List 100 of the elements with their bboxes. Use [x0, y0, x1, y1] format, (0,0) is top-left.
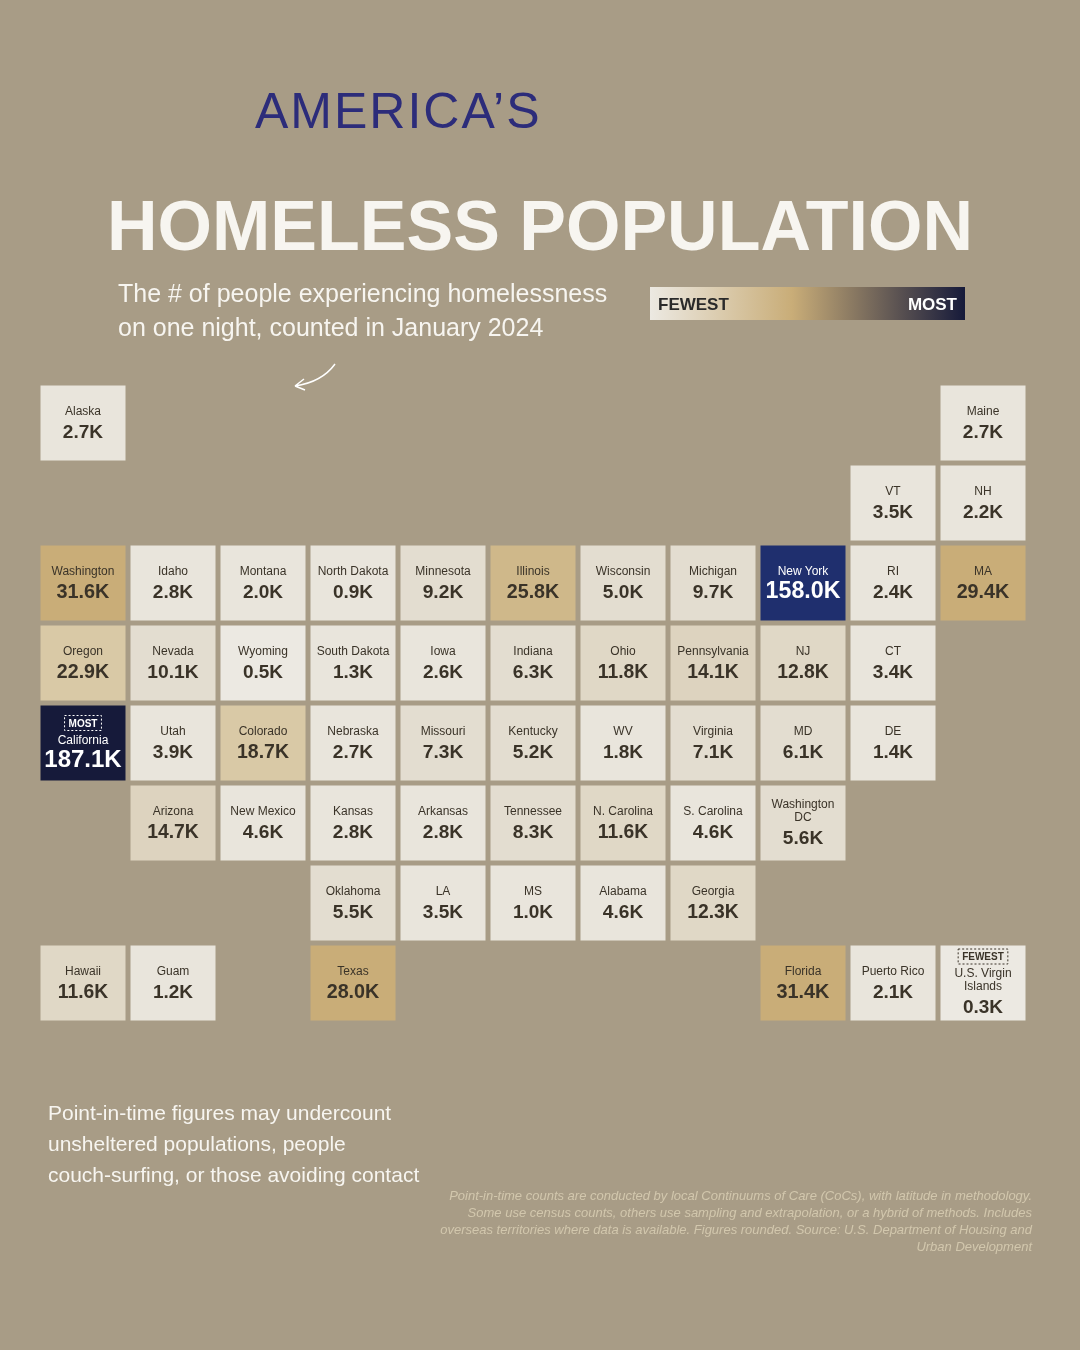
data-label: 3.5K — [422, 900, 464, 922]
data-label: 2.0K — [242, 580, 284, 602]
data-label: 2.8K — [422, 820, 464, 842]
data-label: 2.7K — [62, 420, 104, 442]
data-label: 31.6K — [56, 579, 111, 602]
data-label: 2.1K — [872, 980, 914, 1002]
category-label: Texas — [337, 963, 369, 978]
category-label: California — [57, 732, 109, 747]
text: MOST — [907, 295, 957, 314]
data-label: 4.6K — [602, 900, 644, 922]
category-label: MA — [974, 563, 992, 578]
data-label: 0.9K — [332, 580, 374, 602]
category-label: New York — [777, 563, 830, 578]
data-label: 0.5K — [242, 660, 284, 682]
category-label: CT — [885, 643, 902, 658]
category-label: Ohio — [610, 643, 636, 658]
category-label: Guam — [156, 963, 190, 978]
data-label: 6.3K — [512, 660, 554, 682]
data-label: 11.6K — [597, 820, 649, 842]
category-label: Maine — [966, 403, 1000, 418]
data-label: 5.6K — [782, 827, 824, 848]
text: FEWEST — [962, 951, 1004, 962]
category-label: Pennsylvania — [677, 643, 750, 658]
category-label: MD — [793, 723, 813, 738]
category-label: Alabama — [599, 883, 647, 898]
data-label: 8.3K — [512, 820, 554, 842]
data-label: 2.6K — [422, 660, 464, 682]
category-label: NJ — [795, 643, 811, 658]
category-label: Missouri — [420, 723, 466, 738]
category-label: Oklahoma — [325, 883, 381, 898]
data-label: 187.1K — [44, 744, 123, 772]
data-label: 11.6K — [57, 980, 109, 1002]
category-label: Utah — [160, 723, 186, 738]
category-label: Colorado — [238, 723, 288, 738]
data-label: 12.3K — [687, 900, 739, 922]
data-label: 158.0K — [765, 576, 841, 603]
data-label: 14.1K — [687, 659, 739, 682]
category-label: Oregon — [62, 643, 104, 658]
data-label: 12.8K — [777, 659, 829, 682]
data-label: 1.0K — [512, 900, 554, 922]
data-label: 1.3K — [332, 660, 374, 682]
data-label: 3.4K — [872, 660, 914, 682]
category-label: Arizona — [152, 803, 194, 818]
category-label: Iowa — [430, 643, 456, 658]
data-label: 2.8K — [332, 820, 374, 842]
data-label: 2.7K — [962, 420, 1004, 442]
category-label: Washington — [51, 563, 115, 578]
data-label: 28.0K — [326, 979, 381, 1002]
category-label: NH — [974, 483, 992, 498]
category-label: WV — [613, 723, 633, 738]
category-label: Indiana — [513, 643, 554, 658]
category-label: Kansas — [332, 803, 374, 818]
category-label: North Dakota — [317, 563, 389, 578]
data-label: 9.7K — [692, 580, 734, 602]
category-label: RI — [887, 563, 899, 578]
data-label: 14.7K — [147, 819, 199, 842]
data-label: 18.7K — [237, 739, 289, 762]
data-label: 0.3K — [962, 996, 1004, 1017]
category-label: Georgia — [691, 883, 735, 898]
category-label: Nevada — [152, 643, 194, 658]
data-label: 10.1K — [147, 660, 199, 682]
data-label: 3.5K — [872, 500, 914, 522]
category-label: Puerto Rico — [861, 963, 925, 978]
data-label: 3.9K — [152, 740, 194, 762]
data-label: 7.3K — [422, 740, 464, 762]
category-label: LA — [435, 883, 451, 898]
data-label: 5.5K — [332, 900, 374, 922]
data-label: 7.1K — [692, 740, 734, 762]
category-label: South Dakota — [316, 643, 390, 658]
category-label: Hawaii — [64, 963, 102, 978]
data-label: 1.2K — [152, 980, 194, 1002]
text: The # of people experiencing homelessness on one night, counted in January 2024 — [118, 279, 608, 341]
text: Point-in-time figures may undercount unsheltered populations, people couch-surfing, or those avoiding contact — [48, 1101, 420, 1186]
category-label: Tennessee — [503, 803, 563, 818]
data-label: 5.2K — [512, 740, 554, 762]
category-label: DE — [884, 723, 902, 738]
data-label: 22.9K — [56, 659, 110, 682]
category-label: U.S. Virgin Islands — [954, 966, 1012, 993]
data-label: 25.8K — [506, 579, 561, 602]
category-label: Wyoming — [238, 643, 288, 658]
category-label: Kentucky — [508, 723, 558, 738]
category-label: Illinois — [516, 563, 550, 578]
category-label: Idaho — [157, 563, 189, 578]
category-label: Arkansas — [417, 803, 469, 818]
category-label: Minnesota — [415, 563, 471, 578]
data-label: 2.4K — [872, 580, 914, 602]
category-label: S. Carolina — [683, 803, 743, 818]
category-label: New Mexico — [230, 803, 296, 818]
category-label: N. Carolina — [592, 803, 654, 818]
data-label: 4.6K — [692, 820, 734, 842]
category-label: VT — [885, 483, 902, 498]
category-label: MS — [524, 883, 542, 898]
data-label: 6.1K — [782, 740, 824, 762]
category-label: Nebraska — [327, 723, 379, 738]
category-label: Washington DC — [771, 797, 835, 824]
data-label: 31.4K — [776, 979, 831, 1002]
data-label: 1.4K — [872, 740, 914, 762]
data-label: 2.8K — [152, 580, 194, 602]
text: AMERICA’S HOMELESS POPULATION — [107, 83, 973, 265]
category-label: Florida — [784, 963, 822, 978]
